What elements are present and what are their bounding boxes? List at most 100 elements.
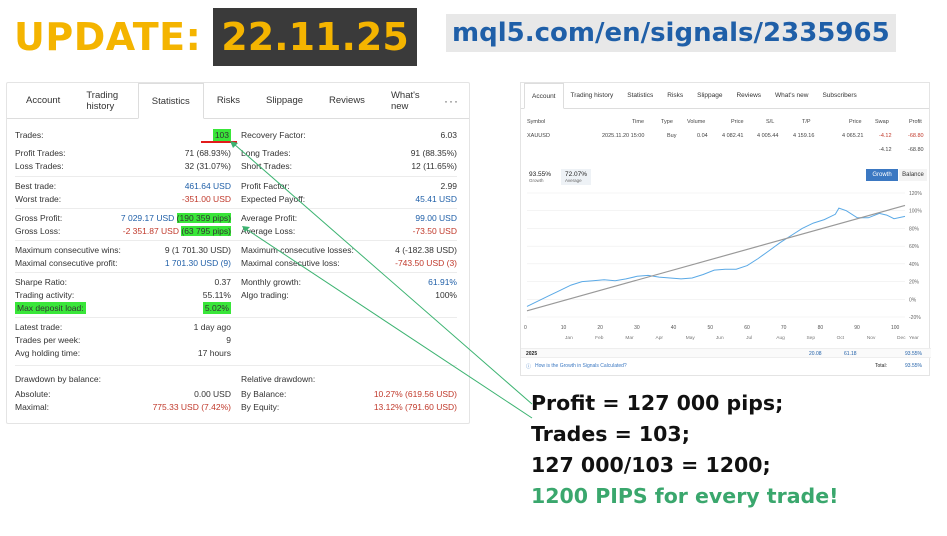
tab-slippage[interactable]: Slippage: [266, 95, 304, 106]
stat-short-trades: Short Trades: 12 (11.65%): [241, 161, 457, 171]
y-tick-label: 120%: [909, 191, 922, 197]
stat-profit-factor: Profit Factor: 2.99: [241, 181, 457, 191]
x-tick-label: 50: [707, 325, 713, 331]
stat-loss-trades: Loss Trades: 32 (31.07%): [15, 161, 231, 171]
tab-risks[interactable]: Risks: [216, 95, 241, 106]
growth-chip[interactable]: 93.55% Growth: [529, 171, 552, 183]
stat-worst-trade: Worst trade: -351.00 USD: [15, 194, 231, 204]
stat-max-consecutive-losses: Maximum consecutive losses: 4 (-182.38 U…: [241, 245, 457, 255]
red-underline: [201, 141, 237, 143]
tab-statistics[interactable]: Statistics: [627, 92, 654, 99]
x-tick-label: 60: [744, 325, 750, 331]
stat-avg-holding-time: Avg holding time: 17 hours: [15, 348, 231, 358]
stat-latest-trade: Latest trade: 1 day ago: [15, 322, 231, 332]
stat-profit-trades: Profit Trades: 71 (68.93%): [15, 148, 231, 158]
stat-monthly-growth: Monthly growth: 61.91%: [241, 277, 457, 287]
stat-algo-trading: Algo trading: 100%: [241, 290, 457, 300]
stat-max-deposit-load: Max deposit load: 5.02%: [15, 302, 231, 314]
month-label: Aug: [776, 335, 785, 341]
y-tick-label: 0%: [909, 297, 917, 303]
stat-long-trades: Long Trades: 91 (88.35%): [241, 148, 457, 158]
positions-header: Symbol Time Type Volume Price S/L T/P Pr…: [527, 119, 922, 125]
stat-best-trade: Best trade: 461.64 USD: [15, 181, 231, 191]
tab-reviews[interactable]: Reviews: [329, 95, 365, 106]
position-row[interactable]: XAUUSD 2025.11.20 15:00 Buy 0.04 4 082.4…: [527, 133, 924, 139]
trades-value: 103: [212, 129, 231, 141]
divider: [15, 176, 457, 177]
drawdown-by-balance-title: Drawdown by balance:: [15, 374, 101, 384]
divider: [15, 240, 457, 241]
tab-bar: Account Trading history Statistics Risks…: [7, 83, 469, 119]
tab-account[interactable]: Account: [26, 95, 61, 106]
y-tick-label: 40%: [909, 262, 920, 268]
x-tick-label: 80: [818, 325, 824, 331]
x-tick-label: 40: [671, 325, 677, 331]
growth-chart: 120% 100% 80% 60% 40% 20% 0% -20% 0 10 20 30 40 50 60 7…: [524, 191, 922, 341]
growth-calc-link[interactable]: How is the Growth in Signals Calculated?: [535, 363, 627, 369]
x-tick-label: 0: [524, 325, 527, 331]
stat-absolute-drawdown: Absolute: 0.00 USD: [15, 389, 231, 399]
stat-sharpe-ratio: Sharpe Ratio: 0.37: [15, 277, 231, 287]
tab-trading-history[interactable]: Trading history: [86, 89, 119, 112]
month-label: Apr: [656, 335, 664, 341]
tab-whats-new[interactable]: What's new: [390, 89, 420, 112]
chart-footer: ⓘ How is the Growth in Signals Calculate…: [526, 363, 922, 370]
update-header: UPDATE: 22.11.25: [14, 8, 417, 66]
stat-max-consecutive-wins: Maximum consecutive wins: 9 (1 701.30 US…: [15, 245, 231, 255]
stat-average-loss: Average Loss: -73.50 USD: [241, 226, 457, 236]
stat-max-consecutive-profit: Maximal consecutive profit: 1 701.30 USD…: [15, 258, 231, 268]
stat-trading-activity: Trading activity: 55.11%: [15, 290, 231, 300]
calc-line-division: 127 000/103 = 1200;: [531, 453, 771, 477]
average-chip[interactable]: 72.07% Average: [561, 169, 592, 185]
x-tick-label: 20: [597, 325, 603, 331]
account-panel: Account Trading history Statistics Risks…: [520, 82, 931, 376]
divider: [15, 208, 457, 209]
month-label: Sep: [806, 335, 815, 341]
positions-total: -4.12 -68.80: [879, 147, 924, 153]
calculation-block: Profit = 127 000 pips; Trades = 103; 127…: [531, 388, 838, 512]
stat-maximal-drawdown: Maximal: 775.33 USD (7.42%): [15, 402, 231, 412]
signal-url[interactable]: mql5.com/en/signals/2335965: [446, 14, 896, 52]
divider: [15, 317, 457, 318]
tab-risks[interactable]: Risks: [667, 92, 684, 99]
series-line-growth: [526, 207, 906, 307]
balance-button[interactable]: Balance: [899, 169, 927, 181]
stat-expected-payoff: Expected Payoff: 45.41 USD: [241, 194, 457, 204]
year-summary-row: 2025 20.08 61.18 93.55%: [521, 348, 931, 358]
growth-button[interactable]: Growth: [866, 169, 898, 181]
y-tick-label: 20%: [909, 280, 920, 286]
update-date: 22.11.25: [213, 8, 417, 66]
y-tick-label: 100%: [909, 209, 922, 215]
stat-gross-profit: Gross Profit: 7 029.17 USD (190 359 pips…: [15, 213, 231, 223]
tab-reviews[interactable]: Reviews: [736, 92, 762, 99]
gross-loss-pips: (63 795 pips): [181, 226, 231, 236]
more-tabs-icon[interactable]: ···: [444, 93, 459, 108]
tab-whats-new[interactable]: What's new: [775, 92, 809, 99]
tab-slippage[interactable]: Slippage: [697, 92, 723, 99]
month-label: Jan: [565, 335, 573, 341]
calc-line-profit: Profit = 127 000 pips;: [531, 391, 784, 415]
month-label: Nov: [867, 335, 876, 341]
stat-drawdown-by-balance: By Balance: 10.27% (619.56 USD): [241, 389, 457, 399]
stat-gross-loss: Gross Loss: -2 351.87 USD (63 795 pips): [15, 226, 231, 236]
x-tick-label: 30: [634, 325, 640, 331]
tab-account[interactable]: Account: [524, 83, 564, 109]
divider: [15, 365, 457, 366]
stat-recovery-factor: Recovery Factor: 6.03: [241, 130, 457, 140]
month-label: May: [686, 335, 696, 341]
month-label: Jul: [746, 335, 752, 341]
info-icon: ⓘ: [526, 364, 532, 370]
y-tick-label: -20%: [909, 315, 921, 321]
tab-statistics[interactable]: Statistics: [137, 83, 204, 119]
x-tick-label: 90: [854, 325, 860, 331]
series-line-average: [526, 204, 906, 312]
gross-profit-pips: (190 359 pips): [176, 213, 231, 223]
tab-trading-history[interactable]: Trading history: [570, 92, 614, 99]
x-tick-label: 10: [561, 325, 567, 331]
right-tab-bar: Account Trading history Statistics Risks…: [521, 83, 929, 109]
stat-drawdown-by-equity: By Equity: 13.12% (791.60 USD): [241, 402, 457, 412]
month-label: Oct: [837, 335, 845, 341]
y-tick-label: 80%: [909, 226, 920, 232]
tab-subscribers[interactable]: Subscribers: [822, 92, 857, 99]
update-label: UPDATE:: [14, 15, 202, 59]
